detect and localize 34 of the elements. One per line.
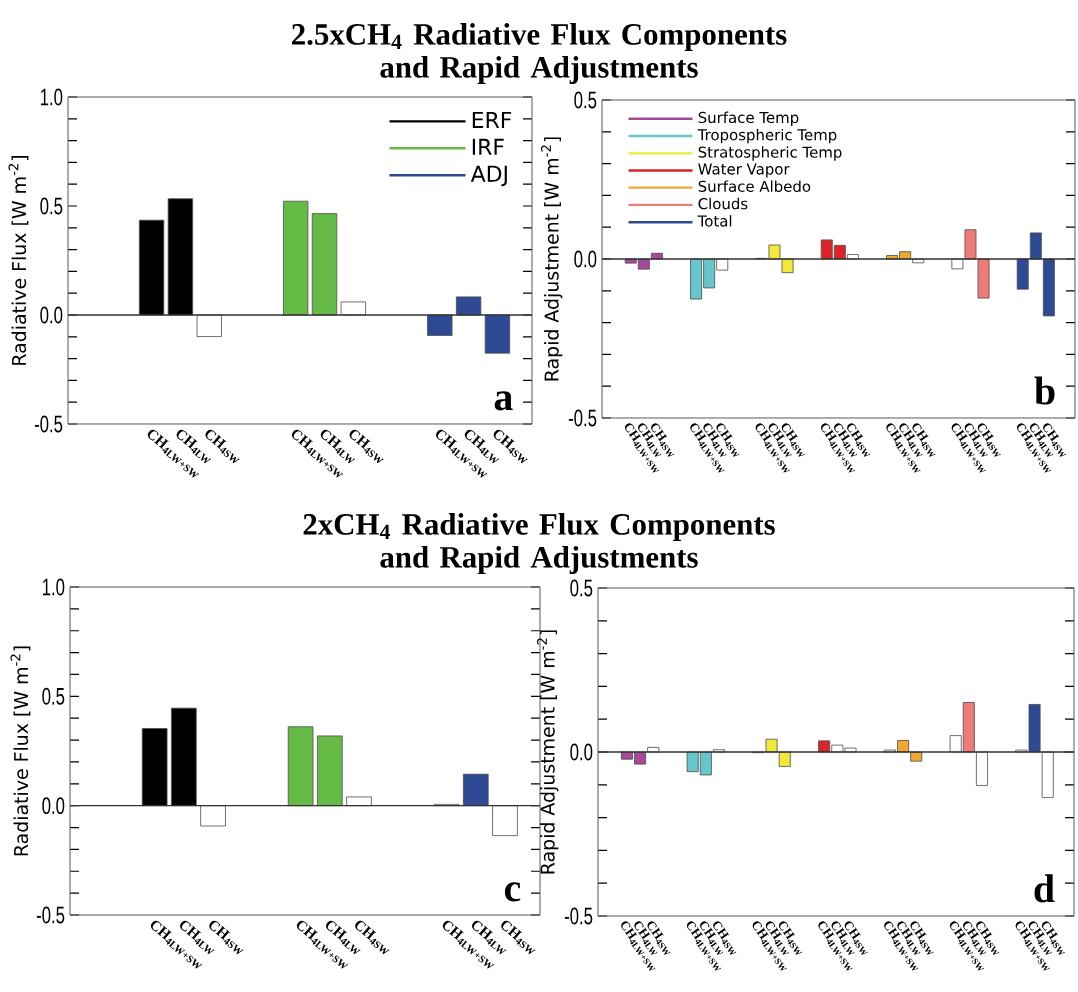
- y-tick-label: 0.0: [40, 306, 63, 324]
- y-tick-label: 0.5: [40, 197, 63, 215]
- legend-label: Surface Albedo: [698, 180, 811, 192]
- legend-label: Total: [697, 215, 732, 227]
- y-tick-label: 0.0: [570, 743, 593, 761]
- legend-label: Surface Temp: [698, 111, 799, 126]
- legend-label: ERF: [472, 111, 512, 128]
- annotation: b: [1034, 376, 1055, 405]
- legend-label: Stratospheric Temp: [698, 146, 842, 161]
- legend-label: Tropospheric Temp: [697, 128, 837, 144]
- legend-label: Clouds: [698, 197, 748, 210]
- y-axis-title: Rapid Adjustment [W m$^{-2}$]: [541, 137, 563, 381]
- y-tick-label: 1.0: [42, 578, 65, 596]
- y-axis-title: Radiative Flux [W m$^{-2}$]: [8, 155, 29, 365]
- y-axis-title: Rapid Adjustment [W m$^{-2}$]: [537, 630, 559, 874]
- y-tick-label: -0.5: [568, 409, 597, 427]
- y-axis-title: Radiative Flux [W m$^{-2}$]: [10, 646, 31, 856]
- y-tick-label: 0.5: [570, 579, 593, 597]
- chart-title: 2.5xCH$_{4}$ Radiative Flux Components and Rapid Adjustments: [292, 23, 787, 84]
- annotation: a: [494, 391, 513, 411]
- legend-label: IRF: [472, 138, 504, 155]
- annotation: c: [504, 882, 521, 902]
- legend-label: ADJ: [470, 165, 507, 187]
- chart-title: 2xCH$_{4}$ Radiative Flux Components and Rapid Adjustments: [303, 513, 775, 574]
- y-tick-label: 0.0: [574, 250, 597, 268]
- y-tick-label: -0.5: [36, 906, 65, 924]
- y-tick-label: 0.0: [42, 797, 65, 815]
- legend-label: Water Vapor: [698, 163, 790, 178]
- y-tick-label: -0.5: [34, 415, 63, 433]
- y-tick-label: 0.5: [574, 91, 597, 109]
- y-tick-label: 1.0: [40, 88, 63, 106]
- annotation: d: [1034, 874, 1055, 903]
- y-tick-label: 0.5: [42, 687, 65, 705]
- y-tick-label: -0.5: [564, 907, 593, 925]
